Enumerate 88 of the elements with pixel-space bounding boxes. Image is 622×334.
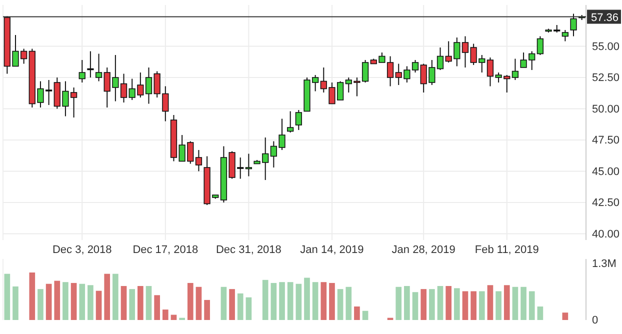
bar [320, 282, 327, 320]
candlestick [295, 110, 302, 130]
candlestick [87, 50, 94, 78]
bar [154, 295, 160, 320]
bar [46, 284, 52, 320]
candlestick [436, 47, 444, 70]
bar [354, 306, 360, 320]
bar [312, 282, 318, 320]
bar [146, 286, 152, 320]
bar [96, 290, 102, 320]
y-tick-label: 55.00 [592, 40, 620, 53]
candlestick [78, 60, 86, 83]
bar [54, 280, 60, 320]
bar [346, 286, 352, 320]
candlestick [570, 13, 577, 37]
bar [496, 291, 502, 320]
bar [396, 286, 402, 320]
bar [429, 289, 435, 320]
candlestick [287, 110, 294, 133]
bar [204, 300, 210, 320]
candlestick [562, 30, 568, 42]
candlestick [512, 58, 519, 80]
bar [187, 282, 194, 320]
y-tick-label: 52.50 [592, 72, 620, 84]
y-tick-label: 47.50 [592, 134, 620, 147]
x-tick-label: Dec 3, 2018 [52, 244, 112, 256]
bar [420, 289, 427, 320]
y-tick-label: 42.50 [592, 197, 620, 210]
bar [112, 274, 118, 320]
bar [220, 286, 227, 320]
bar [237, 293, 244, 320]
bar [412, 292, 418, 320]
bar [462, 291, 468, 320]
bar [437, 286, 444, 320]
bar [170, 314, 177, 320]
bar [12, 286, 18, 320]
bar [79, 284, 86, 320]
bar [196, 286, 202, 320]
candlestick [245, 153, 252, 177]
bar [129, 289, 136, 320]
bar [470, 291, 476, 320]
bar [520, 286, 526, 320]
y-tick-label: 0 [592, 314, 598, 327]
y-tick-label: 1.3M [592, 258, 616, 270]
y-tick-label: 45.00 [592, 166, 620, 178]
bar [478, 291, 485, 320]
bar [270, 282, 277, 320]
bar [4, 274, 10, 320]
bar [279, 282, 285, 320]
x-tick-label: Dec 17, 2018 [132, 244, 198, 256]
x-tick-label: Dec 31, 2018 [216, 244, 282, 256]
bar [70, 282, 77, 320]
bar [537, 306, 544, 320]
x-tick-label: Feb 11, 2019 [474, 244, 539, 256]
candlestick [145, 67, 152, 104]
x-tick-label: Jan 28, 2019 [392, 244, 456, 256]
bar [246, 297, 252, 320]
bar [287, 282, 294, 320]
candlestick [195, 150, 202, 172]
bar [446, 286, 452, 320]
bar [229, 289, 235, 320]
x-tick-label: Jan 14, 2019 [300, 244, 364, 256]
bar [454, 288, 460, 320]
bar [88, 285, 94, 320]
bar [29, 272, 36, 320]
bar [404, 286, 410, 320]
bar [138, 286, 144, 320]
bar [304, 278, 310, 320]
bar [512, 286, 518, 320]
candlestick [95, 53, 102, 82]
bar [487, 285, 494, 320]
bar [504, 285, 510, 320]
bar [329, 282, 335, 320]
bar [62, 282, 68, 320]
bar [337, 289, 344, 320]
bar [162, 310, 168, 320]
y-tick-label: 40.00 [592, 228, 620, 240]
bar [296, 284, 302, 320]
bar [562, 312, 568, 320]
bar [104, 274, 110, 320]
candlestick [536, 36, 544, 56]
bar [120, 286, 127, 320]
bar [262, 280, 268, 320]
bar [362, 310, 368, 320]
y-tick-label: 50.00 [592, 103, 620, 116]
ref-line-label: 57.36 [591, 12, 619, 24]
bar [38, 289, 44, 320]
bar [528, 291, 535, 320]
